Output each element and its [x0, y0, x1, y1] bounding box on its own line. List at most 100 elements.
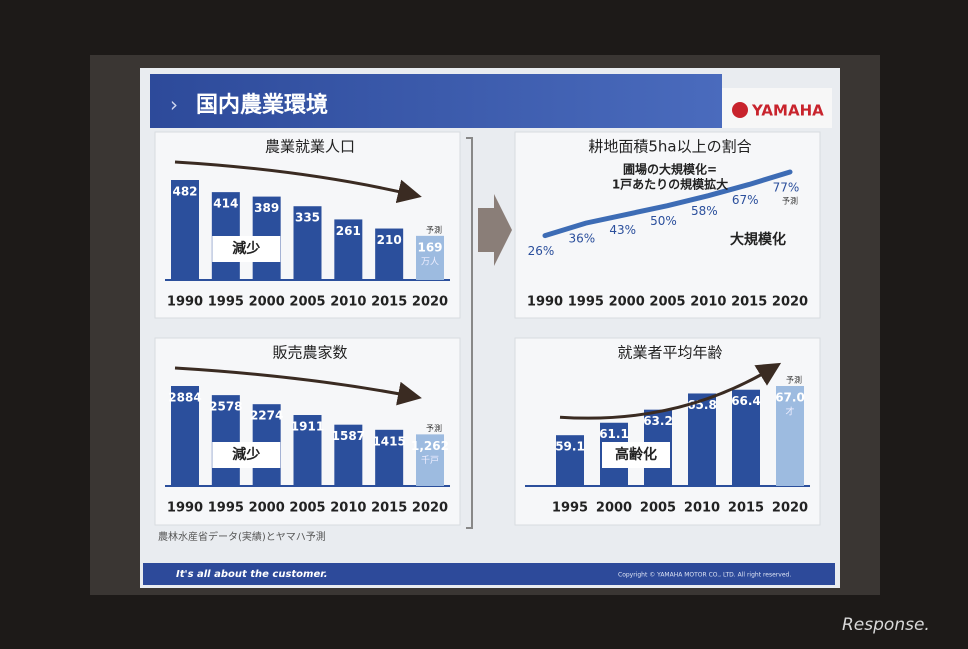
value-label: 261 — [336, 224, 361, 238]
bar — [416, 235, 444, 280]
value-label: 67% — [732, 193, 759, 207]
annotation-box — [602, 442, 670, 468]
x-tick-label: 2005 — [640, 501, 676, 516]
x-tick-label: 2020 — [772, 501, 808, 516]
source-note: 農林水産省データ(実績)とヤマハ予測 — [158, 530, 326, 543]
chart-title: 農業就業人口 — [265, 138, 355, 156]
chart-subtitle: 1戸あたりの規模拡大 — [612, 177, 728, 192]
unit-label: 才 — [785, 406, 794, 418]
bar — [211, 395, 240, 486]
copyright: Copyright © YAMAHA MOTOR CO., LTD. All r… — [618, 572, 791, 579]
value-label: 26% — [528, 244, 555, 258]
bar — [171, 386, 199, 486]
x-tick-label: 2000 — [609, 295, 645, 310]
value-label: 66.4 — [731, 394, 761, 408]
x-tick-label: 1990 — [167, 295, 203, 310]
value-label: 414 — [213, 197, 238, 211]
x-tick-label: 2000 — [249, 295, 285, 310]
logo-emblem — [732, 102, 748, 118]
bar — [171, 180, 199, 280]
bracket — [466, 137, 473, 529]
annotation-box — [212, 236, 281, 262]
chart-title: 販売農家数 — [272, 344, 347, 362]
panel — [514, 131, 821, 319]
header-chevron: › — [170, 93, 178, 117]
value-label: 77% — [773, 181, 800, 195]
forecast-label: 予測 — [782, 196, 798, 206]
x-tick-label: 2015 — [371, 295, 407, 310]
x-tick-label: 2020 — [412, 501, 448, 516]
value-label: 1,262 — [411, 439, 449, 453]
x-tick-label: 2020 — [772, 295, 808, 310]
value-label: 63.2 — [643, 414, 673, 428]
x-tick-label: 2000 — [249, 501, 285, 516]
value-label: 50% — [650, 214, 677, 228]
x-tick-label: 1995 — [208, 501, 244, 516]
x-tick-label: 2000 — [596, 501, 632, 516]
x-tick-label: 1990 — [167, 501, 203, 516]
unit-label: 万人 — [421, 256, 439, 267]
annotation: 高齢化 — [615, 446, 657, 463]
x-tick-label: 2015 — [731, 295, 767, 310]
forecast-label: 予測 — [426, 224, 442, 234]
bar — [334, 219, 363, 280]
trend-arrow — [559, 362, 782, 420]
trend-arrow — [174, 366, 422, 406]
bar — [293, 206, 322, 280]
value-label: 58% — [691, 204, 718, 218]
annotation: 大規模化 — [730, 231, 786, 248]
value-label: 482 — [172, 185, 197, 199]
bar — [556, 435, 584, 486]
chart-subtitle: 圃場の大規模化= — [623, 162, 717, 177]
value-label: 67.0 — [775, 391, 805, 405]
tagline: It's all about the customer. — [176, 569, 328, 580]
x-tick-label: 2015 — [371, 501, 407, 516]
x-tick-label: 2010 — [330, 501, 366, 516]
line — [542, 169, 793, 239]
bar — [293, 415, 322, 486]
x-tick-label: 1995 — [568, 295, 604, 310]
footer-bar — [143, 563, 835, 585]
annotation: 減少 — [232, 240, 260, 257]
bar — [776, 386, 804, 486]
x-tick-label: 2005 — [289, 295, 325, 310]
bar — [375, 429, 404, 486]
x-tick-label: 2015 — [728, 501, 764, 516]
value-label: 61.1 — [599, 427, 629, 441]
x-tick-label: 1990 — [527, 295, 563, 310]
bar — [732, 389, 760, 486]
forecast-label: 予測 — [426, 423, 442, 433]
annotation: 減少 — [232, 446, 260, 463]
x-tick-label: 2010 — [684, 501, 720, 516]
bar — [334, 424, 363, 486]
flow-arrow — [478, 194, 512, 266]
forecast-label: 予測 — [786, 375, 802, 385]
value-label: 2578 — [209, 400, 242, 414]
charts: 農業就業人口 1990 1995 2000 2005 2010 2015 2020 482 414… — [165, 138, 810, 516]
value-label: 1587 — [332, 429, 365, 443]
value-label: 335 — [295, 211, 320, 225]
x-tick-label: 2005 — [289, 501, 325, 516]
value-label: 2274 — [250, 409, 283, 423]
annotation-box — [212, 442, 281, 468]
slide-title: 国内農業環境 — [196, 92, 328, 118]
bar — [416, 434, 444, 486]
value-label: 36% — [568, 232, 595, 246]
chart-title: 就業者平均年齢 — [617, 344, 722, 362]
x-tick-label: 2005 — [649, 295, 685, 310]
bar — [375, 228, 404, 280]
value-label: 389 — [254, 201, 279, 215]
header-bar — [150, 74, 722, 128]
x-tick-label: 2010 — [330, 295, 366, 310]
trend-arrow — [174, 160, 422, 204]
x-tick-label: 1995 — [552, 501, 588, 516]
x-tick-label: 2020 — [412, 295, 448, 310]
unit-label: 千戸 — [421, 455, 439, 466]
watermark: Response. — [842, 615, 930, 635]
value-label: 169 — [417, 240, 442, 254]
x-tick-label: 1995 — [208, 295, 244, 310]
logo: YAMAHA — [751, 102, 824, 120]
value-label: 43% — [609, 223, 636, 237]
